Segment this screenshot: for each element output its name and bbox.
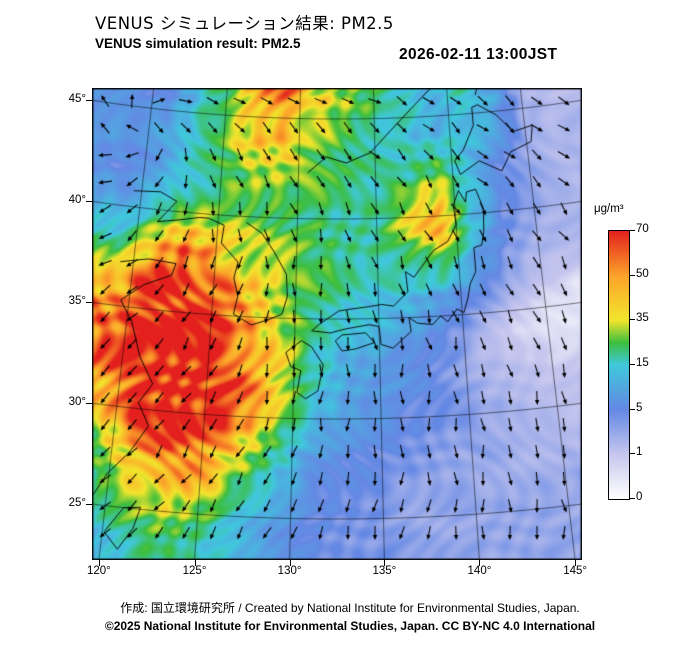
latitude-tick-label: 40° <box>68 194 86 207</box>
longitude-tick-label: 130° <box>277 565 302 577</box>
page-title-english: VENUS simulation result: PM2.5 <box>95 36 301 51</box>
colorbar-gradient <box>608 230 630 500</box>
forecast-timestamp: 2026-02-11 13:00JST <box>399 46 558 63</box>
longitude-tick-label: 120° <box>86 565 111 577</box>
latitude-tick-mark <box>86 100 92 102</box>
pm25-concentration-map <box>92 88 582 560</box>
colorbar-tick-label: 0 <box>636 491 643 503</box>
colorbar-tick-label: 5 <box>636 401 643 414</box>
longitude-tick-label: 145° <box>563 565 587 577</box>
latitude-tick-label: 30° <box>68 396 86 409</box>
colorbar-tick-label: 1 <box>636 446 643 459</box>
colorbar-unit-label: μg/m³ <box>594 203 624 215</box>
colorbar-tick-label: 15 <box>636 357 649 369</box>
longitude-tick-mark <box>384 560 386 566</box>
latitude-tick-mark <box>86 201 92 203</box>
longitude-tick-mark <box>98 560 100 566</box>
colorbar-tick-label: 50 <box>636 267 649 280</box>
longitude-tick-mark <box>194 560 196 566</box>
colorbar-tick-mark <box>630 408 635 410</box>
latitude-tick-mark <box>86 302 92 304</box>
longitude-tick-label: 135° <box>372 565 397 577</box>
longitude-tick-mark <box>479 560 481 566</box>
longitude-tick-label: 125° <box>182 565 207 577</box>
longitude-tick-mark <box>289 560 291 566</box>
latitude-tick-mark <box>86 403 92 405</box>
latitude-tick-label: 35° <box>68 295 86 308</box>
page-title-japanese: VENUS シミュレーション結果: PM2.5 <box>95 14 394 33</box>
colorbar-tick-mark <box>630 319 635 321</box>
colorbar-tick-mark <box>630 364 635 365</box>
copyright-line: ©2025 National Institute for Environment… <box>104 619 596 633</box>
latitude-tick-label: 45° <box>68 93 86 106</box>
colorbar-tick-mark <box>630 498 635 499</box>
colorbar-tick-label: 70 <box>636 223 649 235</box>
latitude-tick-mark <box>86 504 92 505</box>
longitude-tick-label: 140° <box>467 565 492 577</box>
colorbar-tick-mark <box>630 274 635 276</box>
latitude-tick-label: 25° <box>68 497 86 509</box>
credit-line: 作成: 国立環境研究所 / Created by National Instit… <box>120 601 580 615</box>
colorbar-tick-label: 35 <box>636 312 649 325</box>
colorbar-tick-mark <box>630 453 635 455</box>
colorbar-tick-mark <box>630 230 635 231</box>
longitude-tick-mark <box>575 560 577 566</box>
